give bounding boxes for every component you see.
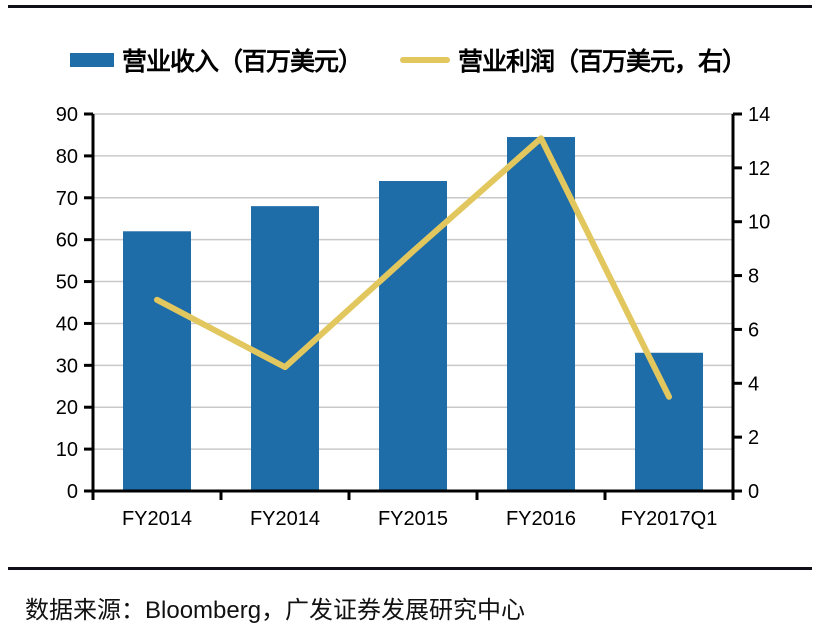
profit-legend-label: 营业利润（百万美元，右） (458, 49, 747, 76)
data-source-name: Bloomberg (145, 597, 262, 624)
x-axis-label: FY2014 (122, 508, 192, 530)
left-axis-label: 70 (56, 188, 78, 210)
data-source-text: 数据来源：Bloomberg，广发证券发展研究中心 (25, 590, 525, 625)
x-axis-label: FY2016 (506, 508, 576, 530)
left-axis-label: 90 (56, 104, 78, 126)
x-axis-label: FY2017Q1 (621, 508, 718, 530)
left-axis-label: 60 (56, 230, 78, 252)
legend-item-revenue: 营业收入（百万美元） (70, 42, 363, 78)
left-axis-label: 40 (56, 313, 78, 335)
left-axis-label: 20 (56, 397, 78, 419)
right-axis-label: 14 (748, 104, 770, 126)
combo-chart-canvas: 0 10 20 30 40 50 60 70 80 90 0 2 4 6 8 10 12 14 FY2014 FY20… (56, 104, 771, 530)
revenue-legend-label: 营业收入（百万美元） (122, 49, 363, 76)
right-axis-label: 6 (748, 319, 759, 341)
profit-line (154, 135, 672, 400)
revenue-legend-swatch (70, 53, 114, 67)
left-axis-label: 10 (56, 439, 78, 461)
footer-divider-line (8, 567, 812, 570)
legend-item-profit: 营业利润（百万美元，右） (400, 42, 747, 78)
right-axis-label: 4 (748, 373, 759, 395)
data-source-prefix: 数据来源： (25, 598, 145, 624)
top-divider-line (8, 5, 812, 8)
right-axis-label: 12 (748, 158, 770, 180)
revenue-bar (123, 231, 191, 492)
left-axis-label: 50 (56, 272, 78, 294)
right-axis-label: 10 (748, 212, 770, 234)
revenue-bar (507, 137, 575, 491)
x-axis-label: FY2015 (378, 508, 448, 530)
right-axis-label: 0 (748, 481, 759, 503)
profit-legend-line (400, 57, 451, 63)
data-source-suffix: ，广发证券发展研究中心 (261, 598, 526, 624)
combo-chart: 0 10 20 30 40 50 60 70 80 90 0 2 4 6 8 10 12 14 FY2014 FY20… (0, 88, 820, 540)
x-axis-label: FY2014 (250, 508, 320, 530)
right-axis-label: 8 (748, 266, 759, 288)
right-axis-label: 2 (748, 427, 759, 449)
chart-legend: 营业收入（百万美元） 营业利润（百万美元，右） (70, 42, 747, 78)
left-axis-label: 30 (56, 355, 78, 377)
left-axis-label: 0 (67, 481, 78, 503)
revenue-bar (635, 352, 703, 491)
left-axis-label: 80 (56, 146, 78, 168)
